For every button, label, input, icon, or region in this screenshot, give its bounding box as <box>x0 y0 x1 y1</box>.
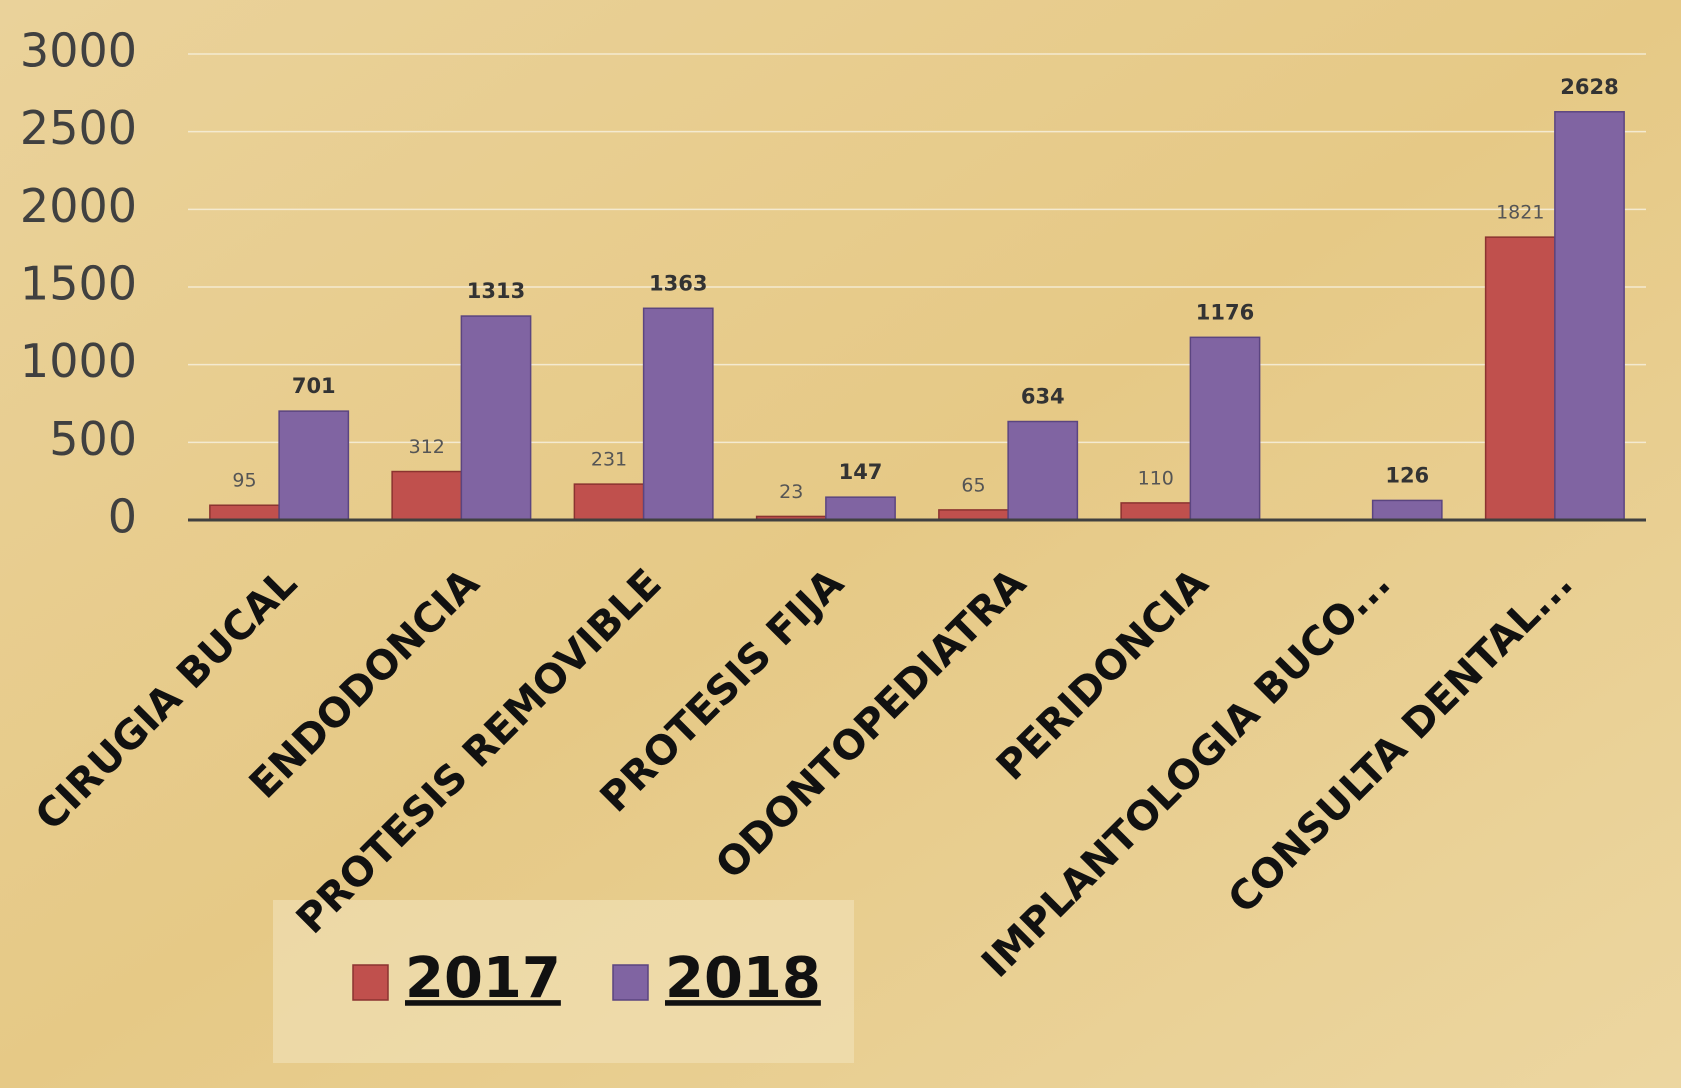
data-label: 23 <box>779 481 803 503</box>
legend-swatch <box>352 964 389 1001</box>
data-label: 147 <box>839 460 883 484</box>
bar <box>1484 236 1556 521</box>
y-tick-label: 1500 <box>20 257 137 311</box>
y-tick-label: 1000 <box>20 334 137 388</box>
data-label: 1821 <box>1496 202 1544 224</box>
data-label: 65 <box>961 474 985 496</box>
bar <box>278 410 350 521</box>
bar <box>1371 499 1443 521</box>
bar <box>825 496 896 521</box>
data-label: 95 <box>232 470 256 492</box>
bar <box>573 483 645 521</box>
legend-label: 2017 <box>405 946 561 1011</box>
data-label: 110 <box>1138 467 1174 489</box>
bar <box>642 307 714 521</box>
y-tick-label: 3000 <box>20 24 137 78</box>
bar <box>938 509 1009 521</box>
data-label: 231 <box>591 449 627 471</box>
bar <box>1007 420 1079 521</box>
data-label: 126 <box>1385 463 1429 487</box>
data-label: 634 <box>1021 385 1065 409</box>
y-tick-label: 2500 <box>20 101 137 155</box>
legend-swatch <box>612 964 649 1001</box>
y-tick-label: 2000 <box>20 179 137 233</box>
data-label: 701 <box>292 374 336 398</box>
data-label: 312 <box>409 436 445 458</box>
bar <box>1120 502 1192 521</box>
data-label: 1363 <box>649 271 707 295</box>
legend-label: 2018 <box>665 946 821 1011</box>
y-tick-label: 500 <box>49 412 137 466</box>
data-label: 1313 <box>467 279 525 303</box>
data-label: 2628 <box>1560 75 1618 99</box>
bar <box>209 504 280 521</box>
data-label: 1176 <box>1196 300 1254 324</box>
y-tick-label: 0 <box>108 490 137 544</box>
bar <box>460 315 532 521</box>
bar <box>1554 111 1625 521</box>
bar <box>1189 336 1261 521</box>
bar <box>391 470 463 521</box>
